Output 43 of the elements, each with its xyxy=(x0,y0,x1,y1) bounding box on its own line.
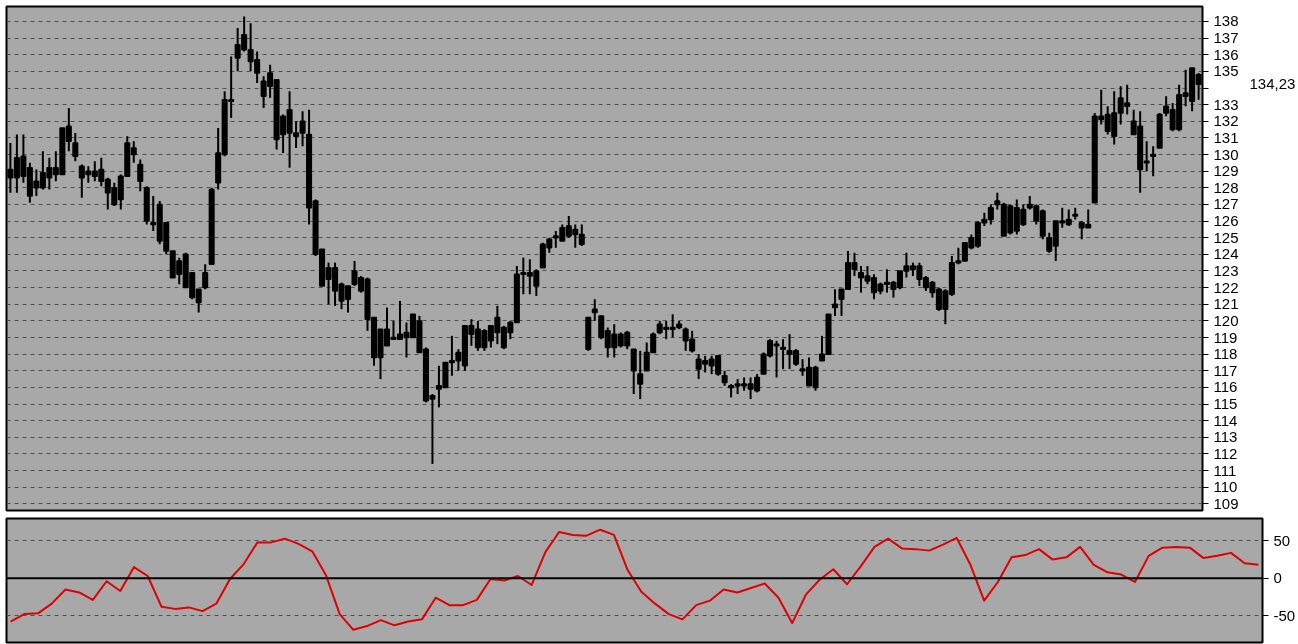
y-tick-label: 121 xyxy=(1213,295,1239,313)
y-tick-label: 118 xyxy=(1213,345,1238,363)
y-tick-label: 125 xyxy=(1213,228,1239,246)
y-tick-label: 124 xyxy=(1213,245,1239,263)
y-tick-label: 113 xyxy=(1213,428,1238,446)
y-tick-label: 129 xyxy=(1213,162,1239,180)
line-series xyxy=(9,528,1260,631)
y-tick-label: 131 xyxy=(1213,128,1239,146)
candlestick xyxy=(780,338,787,371)
y-tick-label: 112 xyxy=(1213,444,1238,462)
y-tick-label: 0 xyxy=(1273,569,1282,587)
candlestick xyxy=(137,158,144,193)
y-tick-label: 126 xyxy=(1213,212,1239,230)
y-tick-label: 50 xyxy=(1273,531,1291,549)
candlestick xyxy=(1150,145,1157,178)
y-tick-label: 133 xyxy=(1213,95,1239,113)
y-tick-label: 117 xyxy=(1213,361,1238,379)
y-tick-label: 137 xyxy=(1213,29,1239,47)
y-tick-label: 110 xyxy=(1213,478,1238,496)
y-tick-label: 115 xyxy=(1213,395,1238,413)
candlestick xyxy=(637,349,644,401)
y-tick-label: 132 xyxy=(1213,112,1239,130)
candlestick xyxy=(72,131,79,163)
y-tick-label: 109 xyxy=(1213,494,1239,512)
y-tick-label: 127 xyxy=(1213,195,1239,213)
candlestick xyxy=(831,288,839,317)
y-tick-label: -50 xyxy=(1273,606,1296,624)
y-tick-label: 123 xyxy=(1213,261,1239,279)
y-tick-label: 122 xyxy=(1213,278,1239,296)
candlestick xyxy=(591,298,598,322)
y-tick-label: 130 xyxy=(1213,145,1239,163)
y-tick-label: 135 xyxy=(1213,62,1239,80)
y-tick-label: 136 xyxy=(1213,45,1239,63)
y-tick-label: 114 xyxy=(1213,411,1238,429)
y-tick-label: 128 xyxy=(1213,178,1239,196)
y-tick-label: 116 xyxy=(1213,378,1238,396)
y-tick-label: 120 xyxy=(1213,311,1239,329)
candlestick xyxy=(202,263,209,291)
text: 134,23 xyxy=(1249,75,1296,93)
candlestick xyxy=(630,348,637,396)
y-tick-label: 111 xyxy=(1213,461,1237,479)
y-tick-label: 138 xyxy=(1213,12,1239,30)
y-tick-label: 119 xyxy=(1213,328,1238,346)
